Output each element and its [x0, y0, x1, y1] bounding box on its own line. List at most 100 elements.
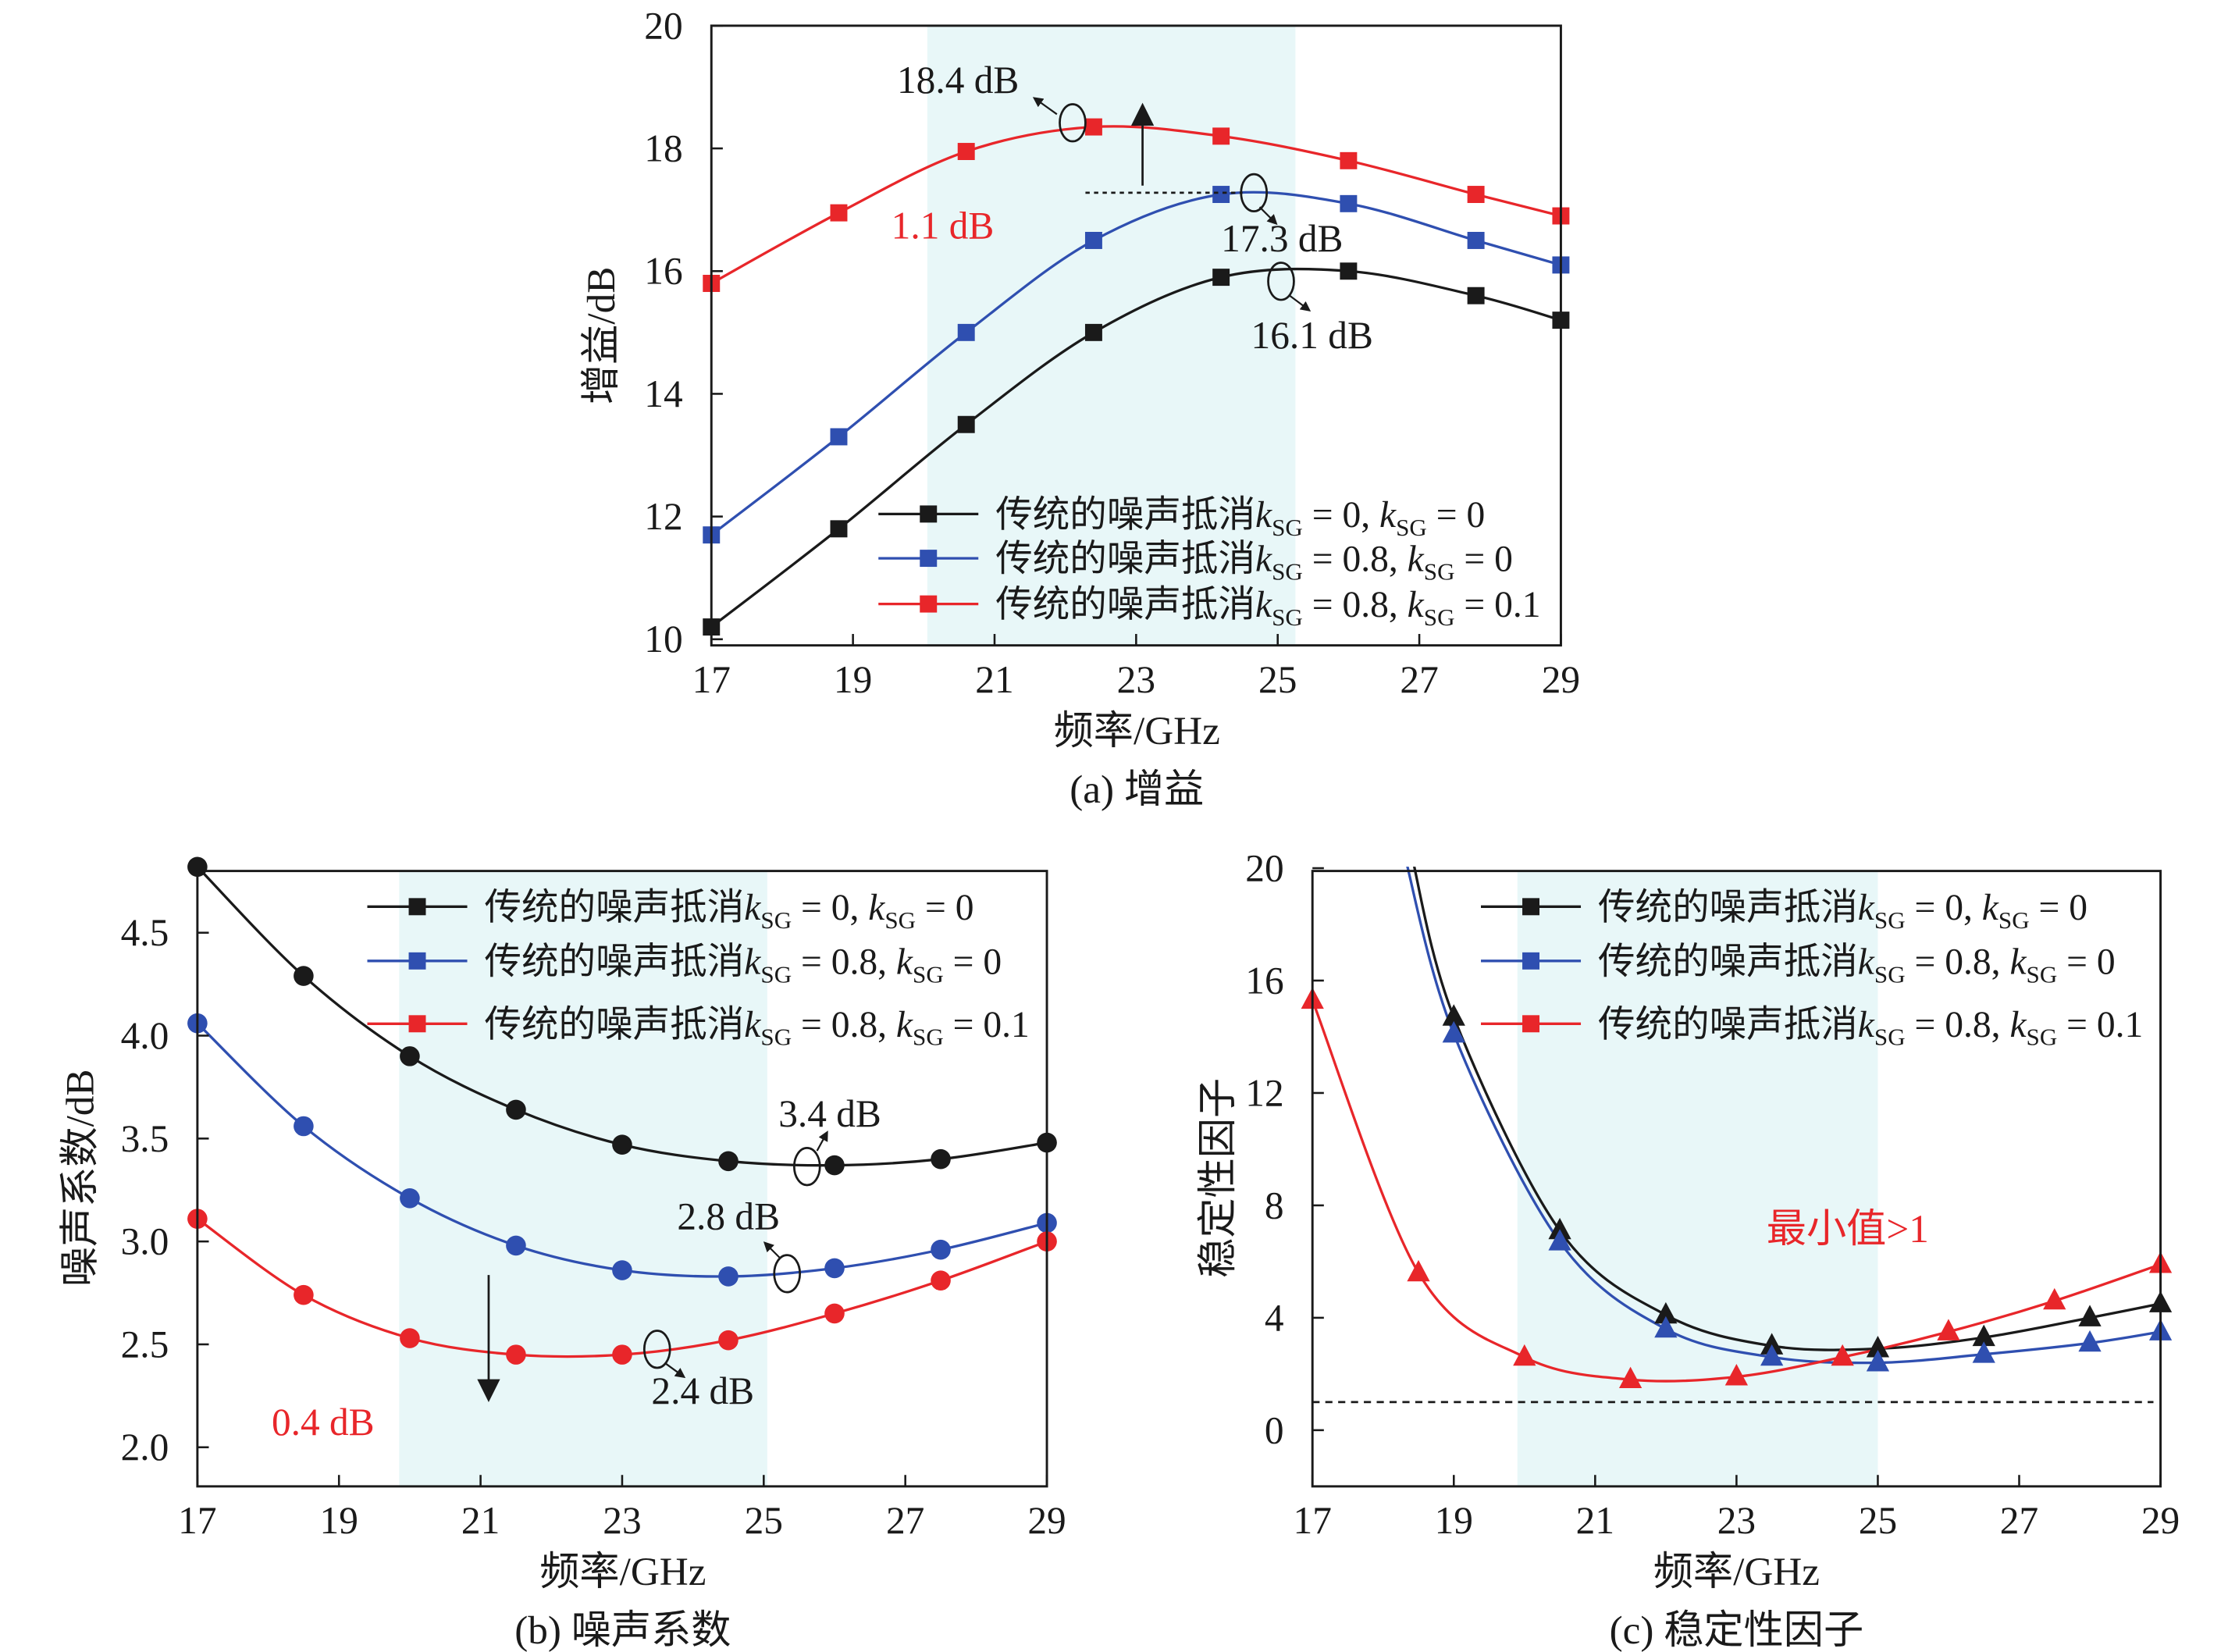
legend-label-part: k [1255, 495, 1272, 536]
series-markers [703, 118, 1570, 636]
data-point [824, 1258, 845, 1279]
x-tick-label: 21 [461, 1499, 500, 1542]
data-point [1972, 1324, 1995, 1347]
legend-label-part: SG [1424, 603, 1455, 631]
data-point [1866, 1350, 1890, 1372]
legend-label-part: = 0 [1427, 495, 1485, 536]
arrow-up-icon [1130, 102, 1155, 126]
legend-label-part: k [1408, 539, 1425, 580]
data-point [1212, 186, 1230, 204]
data-point [1548, 1217, 1571, 1240]
legend-marker-blue [408, 952, 426, 970]
y-tick-label: 18 [644, 127, 682, 170]
x-tick-label: 29 [1027, 1499, 1066, 1542]
annotation-peak-blue: 17.3 dB [1221, 217, 1343, 260]
legend-label-part: k [2009, 942, 2027, 982]
legend-label-part: SG [1396, 514, 1427, 541]
legend-label-part: SG [1874, 906, 1906, 934]
data-point [718, 1330, 739, 1351]
data-point [1084, 232, 1102, 249]
data-point [294, 1284, 314, 1305]
data-point [931, 1148, 951, 1170]
x-tick-label: 27 [2000, 1499, 2038, 1542]
shaded-frequency-band [927, 25, 1296, 646]
legend-marker-red [920, 595, 938, 613]
legend-label-part: 传统的噪声抵消 [484, 1005, 744, 1045]
legend-label: 传统的噪声抵消kSG = 0, kSG = 0 [484, 888, 973, 934]
data-point [294, 966, 314, 986]
legend-marker-red [1522, 1015, 1540, 1033]
data-point [612, 1260, 632, 1280]
data-point [400, 1187, 420, 1209]
data-point [1407, 1259, 1430, 1282]
y-tick-label: 3.0 [121, 1220, 169, 1263]
data-point [824, 1303, 845, 1324]
data-point [294, 1116, 314, 1137]
legend-label-part: = 0.8, [792, 1005, 896, 1045]
legend-label-part: k [868, 888, 885, 928]
x-tick-label: 27 [886, 1499, 924, 1542]
annotation-ellipse [1267, 262, 1295, 301]
data-point [1760, 1344, 1784, 1366]
legend-label-part: = 0.1 [2057, 1005, 2143, 1045]
data-point [1618, 1366, 1643, 1389]
legend-label-part: k [1255, 585, 1272, 625]
legend-label-part: k [1858, 888, 1875, 928]
legend-label: 传统的噪声抵消kSG = 0.8, kSG = 0 [1598, 942, 2116, 988]
annotation-min-black: 3.4 dB [778, 1092, 881, 1135]
legend-label-part: 传统的噪声抵消 [995, 495, 1255, 536]
data-point [830, 428, 848, 446]
caption: (a) 增益 [1070, 767, 1204, 812]
legend-label-part: = 0.8, [1303, 539, 1408, 580]
legend-label-part: k [1255, 539, 1272, 580]
legend-label-part: = 0 [944, 942, 1002, 982]
legend-marker-blue [920, 550, 938, 568]
legend-label-part: SG [2027, 1024, 2058, 1051]
annotation-arrow [763, 1241, 781, 1259]
legend-marker-black [408, 898, 426, 916]
y-tick-label: 16 [1245, 959, 1283, 1002]
x-tick-label: 29 [2141, 1499, 2180, 1542]
legend-label-part: = 0.1 [944, 1005, 1030, 1045]
legend-label-part: = 0 [2057, 942, 2115, 982]
legend-label-part: SG [913, 960, 944, 988]
legend-label-part: 传统的噪声抵消 [995, 539, 1255, 580]
legend-label-part: k [744, 1005, 761, 1045]
legend-label-part: = 0.8, [1906, 1005, 2010, 1045]
data-point [957, 323, 975, 341]
y-tick-label: 0 [1265, 1408, 1284, 1451]
highlight-band [927, 25, 1296, 646]
caption: (b) 噪声系数 [514, 1608, 731, 1652]
y-tick-label: 10 [644, 618, 682, 660]
annotation-improvement: 0.4 dB [272, 1401, 375, 1444]
x-tick-label: 19 [1435, 1499, 1473, 1542]
y-tick-label: 4.0 [121, 1014, 169, 1057]
legend-label-part: k [896, 942, 913, 982]
axes: 17 19 21 23 25 27 29 10 12 14 16 18 20 [644, 4, 1580, 701]
data-point [1442, 1004, 1465, 1026]
data-point [830, 520, 848, 538]
annotation-peak-red: 18.4 dB [897, 59, 1019, 101]
annotations: 3.4 dB 2.8 dB 2.4 dB 0.4 dB [272, 1092, 881, 1444]
data-point [1937, 1319, 1960, 1340]
y-tick-label: 2.5 [121, 1323, 169, 1365]
data-point [931, 1270, 951, 1291]
legend-label-part: = 0 [916, 888, 973, 928]
legend-label-part: SG [760, 1024, 792, 1051]
legend-label-part: SG [884, 906, 916, 934]
annotation-ellipse [1059, 103, 1087, 143]
data-point [824, 1155, 845, 1176]
highlight-band [1517, 871, 1878, 1486]
data-point [1513, 1344, 1536, 1366]
data-point [1467, 232, 1485, 249]
axes: 17 19 21 23 25 27 29 2.0 2.5 3.0 3.5 4.0 4.5 [121, 870, 1066, 1542]
legend-label-part: 传统的噪声抵消 [484, 888, 744, 928]
legend-label: 传统的噪声抵消kSG = 0.8, kSG = 0.1 [484, 1005, 1029, 1051]
data-point [1442, 1020, 1465, 1043]
shaded-frequency-band [1517, 871, 1878, 1486]
y-tick-label: 20 [1245, 846, 1283, 889]
shaded-frequency-band [399, 871, 767, 1486]
data-point [1340, 194, 1358, 212]
legend-label-part: = 0.8, [1906, 942, 2010, 982]
